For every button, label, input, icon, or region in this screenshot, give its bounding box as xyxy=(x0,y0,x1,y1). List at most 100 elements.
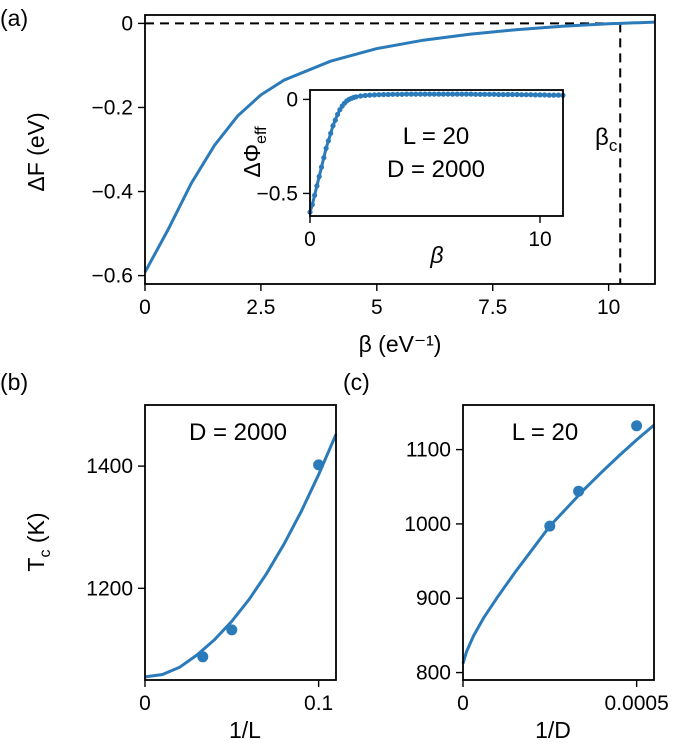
inset-point xyxy=(318,164,325,170)
panel-b-series-line xyxy=(144,433,338,679)
inset-point xyxy=(537,92,543,98)
panel-c-annotation: L = 20 xyxy=(512,419,579,446)
panel-c-series-line xyxy=(461,423,655,665)
inset-point xyxy=(330,123,336,129)
inset-point xyxy=(312,192,318,198)
panel-a-y-tick-label-3: −0.6 xyxy=(92,265,133,288)
panel-a: (a) 0 2.5 5 7.5 10 0 −0.2 −0.4 −0.6 β (eV⁻¹) ΔF… xyxy=(0,5,656,357)
inset-point xyxy=(309,202,315,208)
panel-b-y-axis-label: Tc (K) xyxy=(23,512,54,571)
inset-x-tick-label-1: 10 xyxy=(528,228,551,251)
inset-point xyxy=(417,91,423,97)
panel-c: (c) 0 0.0005 1100 1000 900 800 L = 20 1/D xyxy=(343,369,669,743)
panel-a-series-line xyxy=(143,20,656,273)
inset-plot-area xyxy=(307,91,566,215)
panel-c-frame xyxy=(462,404,655,681)
inset-point xyxy=(445,91,451,97)
inset-point xyxy=(546,92,552,98)
panel-letter-a: (a) xyxy=(0,5,28,31)
panel-a-x-tick-label-0: 0 xyxy=(139,296,151,319)
inset-frame xyxy=(309,89,564,217)
inset-point xyxy=(509,91,515,98)
panel-c-plot-area xyxy=(461,420,655,665)
panel-b-plot-area xyxy=(144,433,338,679)
panel-c-x-axis-label: 1/D xyxy=(535,717,571,743)
inset-point xyxy=(486,91,492,97)
inset-y-tick-label-0: 0 xyxy=(286,88,298,111)
inset-point xyxy=(431,91,437,97)
panel-a-frame xyxy=(144,14,656,285)
panel-b-marker xyxy=(313,459,325,471)
inset-point xyxy=(399,91,405,97)
panel-b-x-tick-label-1: 0.1 xyxy=(304,692,333,715)
panel-c-y-tick-label-2: 900 xyxy=(416,587,451,610)
inset-y-ticks: 0 −0.5 xyxy=(257,88,310,205)
inset-point xyxy=(532,92,539,98)
panel-a-x-tick-label-4: 10 xyxy=(597,296,620,319)
inset-point xyxy=(328,130,334,136)
panel-b-marker xyxy=(197,651,209,663)
panel-a-x-tick-label-3: 7.5 xyxy=(478,296,507,319)
panel-a-x-axis-label: β (eV⁻¹) xyxy=(359,331,442,357)
panel-c-marker xyxy=(631,420,643,432)
inset-point xyxy=(323,145,329,151)
inset-point xyxy=(367,92,373,98)
inset-point xyxy=(353,94,359,100)
inset-y-tick-label-1: −0.5 xyxy=(257,182,298,205)
inset-point xyxy=(496,91,502,98)
inset-point xyxy=(394,91,400,97)
inset-point xyxy=(454,91,460,97)
panel-b-y-tick-label-0: 1400 xyxy=(86,455,133,478)
inset-point xyxy=(325,138,331,144)
inset-point xyxy=(427,91,433,97)
inset-y-axis-label: ΔΦeff xyxy=(239,126,270,178)
inset-point xyxy=(371,92,377,98)
panel-a-y-axis-label: ΔF (eV) xyxy=(23,112,49,191)
inset-point xyxy=(523,92,529,98)
inset-point xyxy=(316,173,322,180)
inset-point xyxy=(404,91,410,97)
inset-point xyxy=(463,91,469,97)
inset-point xyxy=(385,91,391,98)
panel-c-y-tick-label-0: 1100 xyxy=(406,439,451,462)
inset-point xyxy=(482,91,488,97)
panel-c-x-tick-label-0: 0 xyxy=(457,692,469,715)
inset-x-tick-label-0: 0 xyxy=(304,228,316,251)
panel-c-x-ticks: 0 0.0005 xyxy=(457,680,669,715)
panel-b-x-ticks: 0 0.1 xyxy=(139,680,333,715)
inset-point xyxy=(514,91,520,98)
inset-point xyxy=(555,92,562,98)
inset-point xyxy=(459,91,465,97)
inset-point xyxy=(422,91,428,97)
panel-b-x-axis-label: 1/L xyxy=(229,717,261,743)
inset-background xyxy=(310,90,563,216)
panel-b-y-ticks: 1400 1200 xyxy=(86,455,145,600)
inset-point xyxy=(376,92,382,98)
inset-point xyxy=(413,91,419,97)
panel-a-y-tick-label-1: −0.2 xyxy=(92,96,133,119)
beta-c-label: βc xyxy=(595,124,618,155)
inset-x-axis-label: β xyxy=(429,242,443,268)
inset-annotation-L: L = 20 xyxy=(403,123,470,150)
inset-point xyxy=(477,91,483,97)
inset-point xyxy=(440,91,446,97)
panel-b-marker xyxy=(226,624,238,636)
panel-c-y-tick-label-1: 1000 xyxy=(404,513,451,536)
inset-point xyxy=(314,183,320,189)
panel-a-inset: 0 10 0 −0.5 L = 20 D = 2000 β ΔΦeff xyxy=(239,88,566,268)
inset-point xyxy=(321,155,327,161)
panel-a-y-ticks: 0 −0.2 −0.4 −0.6 xyxy=(92,12,145,288)
inset-point xyxy=(390,91,396,97)
panel-letter-b: (b) xyxy=(0,369,28,395)
panel-b-x-tick-label-0: 0 xyxy=(139,692,151,715)
inset-point xyxy=(408,91,414,97)
inset-x-ticks: 0 10 xyxy=(304,216,552,251)
inset-point xyxy=(500,91,506,98)
inset-point xyxy=(358,93,364,99)
panel-c-marker xyxy=(544,520,556,532)
inset-annotation-D: D = 2000 xyxy=(387,156,485,183)
inset-point xyxy=(332,117,338,123)
inset-point xyxy=(505,91,511,98)
